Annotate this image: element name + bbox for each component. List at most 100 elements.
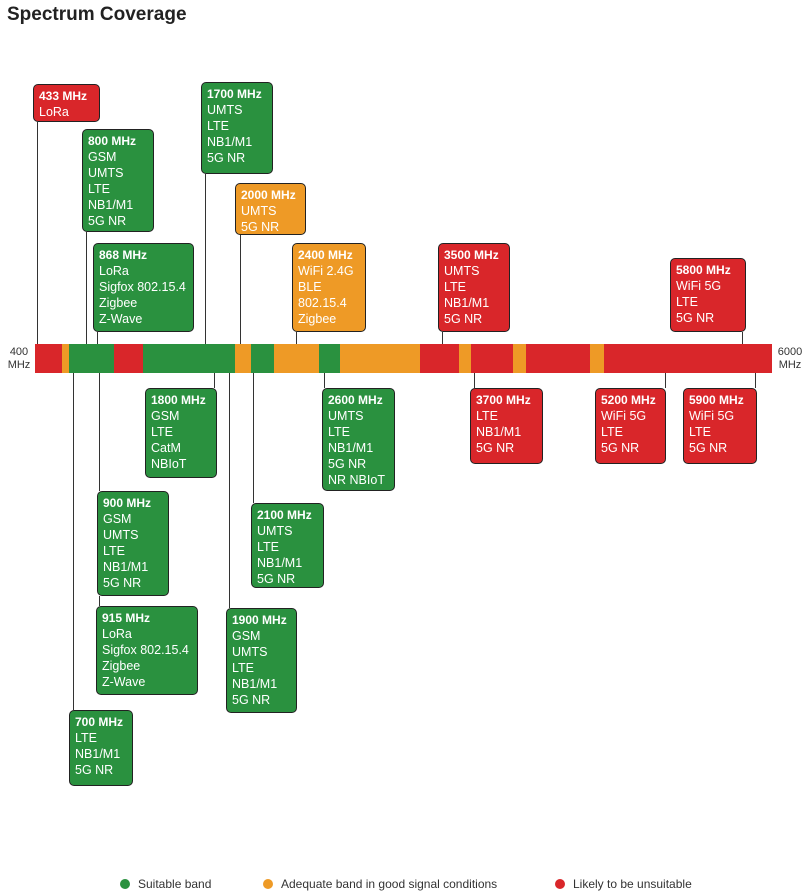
legend-unsuitable: Likely to be unsuitable [555, 877, 692, 891]
connector-line [214, 373, 216, 388]
legend-suitable: Suitable band [120, 877, 211, 891]
band-technology: 5G NR [676, 311, 715, 325]
bar-segment-unsuitable [471, 344, 513, 373]
connector-line [99, 373, 101, 491]
band-technology: NB1/M1 [75, 747, 121, 761]
band-box-2400-mhz: 2400 MHz WiFi 2.4G BLE 802.15.4 Zigbee [292, 243, 366, 332]
band-technology: UMTS [444, 264, 480, 278]
band-technology: WiFi 5G [689, 409, 735, 423]
axis-end-value: 6000 [777, 346, 803, 358]
axis-start-value: 400 [9, 346, 29, 358]
connector-line [442, 332, 444, 344]
band-technology: Zigbee [102, 659, 141, 673]
band-frequency: 2100 MHz [257, 508, 312, 522]
band-box-700-mhz: 700 MHz LTE NB1/M1 5G NR [69, 710, 133, 786]
band-box-433-mhz: 433 MHz LoRa [33, 84, 100, 122]
bar-segment-unsuitable [35, 344, 62, 373]
connector-line [205, 174, 207, 344]
band-frequency: 868 MHz [99, 248, 148, 262]
band-technology: LTE [444, 280, 466, 294]
band-frequency: 3500 MHz [444, 248, 499, 262]
band-frequency: 2600 MHz [328, 393, 383, 407]
band-technology: NB1/M1 [257, 556, 303, 570]
band-technology: LTE [232, 661, 254, 675]
band-technology: LoRa [39, 105, 69, 119]
band-technology: NBIoT [151, 457, 187, 471]
band-technology: 5G NR [207, 151, 246, 165]
band-box-1700-mhz: 1700 MHz UMTS LTE NB1/M1 5G NR [201, 82, 273, 174]
band-technology: LoRa [102, 627, 132, 641]
band-technology: WiFi 5G [676, 279, 722, 293]
band-technology: UMTS [88, 166, 124, 180]
band-technology: NB1/M1 [444, 296, 490, 310]
bar-segment-suitable [319, 344, 340, 373]
band-frequency: 1700 MHz [207, 87, 262, 101]
band-box-915-mhz: 915 MHz LoRa Sigfox 802.15.4 Zigbee Z-Wave [96, 606, 198, 695]
connector-line [253, 373, 255, 503]
bar-segment-adequate [459, 344, 471, 373]
legend-adequate: Adequate band in good signal conditions [263, 877, 497, 891]
connector-line [97, 332, 99, 344]
band-technology: Zigbee [298, 312, 337, 326]
band-technology: NB1/M1 [103, 560, 149, 574]
band-technology: GSM [103, 512, 132, 526]
bar-segment-adequate [340, 344, 420, 373]
band-technology: Sigfox 802.15.4 [102, 643, 189, 657]
axis-end-label: 6000 MHz [775, 346, 805, 372]
legend-label: Likely to be unsuitable [573, 877, 692, 891]
band-frequency: 2400 MHz [298, 248, 353, 262]
axis-end-unit: MHz [778, 359, 802, 371]
band-technology: 802.15.4 [298, 296, 347, 310]
bar-segment-adequate [62, 344, 69, 373]
band-frequency: 433 MHz [39, 89, 88, 103]
band-box-1800-mhz: 1800 MHz GSM LTE CatM NBIoT [145, 388, 217, 478]
band-technology: 5G NR [328, 457, 367, 471]
axis-start-label: 400 MHz [6, 346, 32, 372]
band-technology: GSM [88, 150, 117, 164]
band-technology: UMTS [328, 409, 364, 423]
band-frequency: 800 MHz [88, 134, 137, 148]
page-title: Spectrum Coverage [7, 4, 187, 25]
band-frequency: 900 MHz [103, 496, 152, 510]
band-technology: UMTS [232, 645, 268, 659]
band-technology: LTE [328, 425, 350, 439]
connector-line [665, 373, 667, 388]
band-technology: 5G NR [241, 220, 280, 234]
legend-label: Suitable band [138, 877, 212, 891]
band-technology: BLE [298, 280, 322, 294]
bar-segment-unsuitable [114, 344, 143, 373]
band-technology: GSM [151, 409, 180, 423]
band-box-800-mhz: 800 MHz GSM UMTS LTE NB1/M1 5G NR [82, 129, 154, 232]
band-frequency: 700 MHz [75, 715, 124, 729]
band-technology: LTE [676, 295, 698, 309]
connector-line [37, 122, 39, 344]
band-technology: NB1/M1 [207, 135, 253, 149]
band-technology: UMTS [241, 204, 277, 218]
band-technology: 5G NR [601, 441, 640, 455]
bar-segment-suitable [251, 344, 274, 373]
band-technology: 5G NR [476, 441, 515, 455]
connector-line [474, 373, 476, 388]
legend-dot-adequate [263, 879, 273, 889]
band-technology: 5G NR [257, 572, 296, 586]
band-technology: 5G NR [232, 693, 271, 707]
band-technology: LTE [75, 731, 97, 745]
bar-segment-adequate [235, 344, 251, 373]
band-technology: WiFi 2.4G [298, 264, 354, 278]
spectrum-bar [35, 344, 772, 373]
connector-line [240, 235, 242, 344]
connector-line [742, 332, 744, 344]
legend-dot-suitable [120, 879, 130, 889]
connector-line [73, 373, 75, 710]
axis-start-unit: MHz [7, 359, 31, 371]
band-technology: NB1/M1 [232, 677, 278, 691]
band-technology: UMTS [207, 103, 243, 117]
band-technology: NB1/M1 [328, 441, 374, 455]
band-technology: NR NBIoT [328, 473, 385, 487]
band-technology: LTE [476, 409, 498, 423]
band-technology: LTE [601, 425, 623, 439]
band-frequency: 2000 MHz [241, 188, 296, 202]
band-frequency: 5800 MHz [676, 263, 731, 277]
band-technology: 5G NR [75, 763, 114, 777]
band-technology: LTE [88, 182, 110, 196]
